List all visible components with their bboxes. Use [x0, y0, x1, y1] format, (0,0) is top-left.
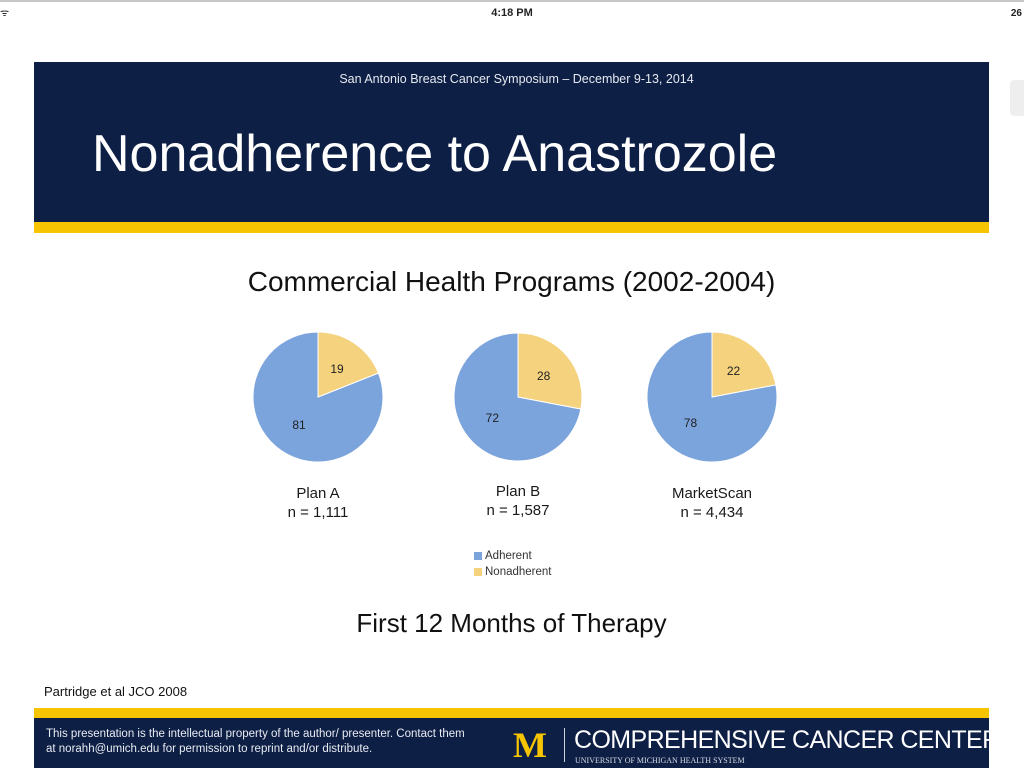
citation: Partridge et al JCO 2008 — [44, 684, 188, 699]
michigan-m-logo-icon: M — [513, 728, 547, 760]
pie-marketscan: 78 22 — [646, 331, 778, 463]
legend-item-nonadherent: Nonadherent — [474, 564, 552, 580]
chart-title: Commercial Health Programs (2002-2004) — [247, 266, 776, 297]
legend-label: Adherent — [485, 550, 532, 562]
header-band — [34, 62, 989, 222]
footer-band: This presentation is the intellectual pr… — [34, 718, 989, 768]
pie-plan-a: 81 19 — [252, 331, 384, 463]
legend-swatch-adherent — [474, 552, 482, 560]
cancer-center-name: COMPREHENSIVE CANCER CENTER — [574, 726, 989, 754]
status-bar: ᯤ 4:18 PM 26 — [0, 0, 1024, 24]
pie-name: MarketScan — [671, 485, 753, 502]
pie-name: Plan A — [296, 485, 340, 502]
pie-slice-nonadherent — [711, 331, 777, 398]
legend-swatch-nonadherent — [474, 568, 482, 576]
pie-value-label-nonadherent: 28 — [537, 369, 551, 383]
symposium-caption: San Antonio Breast Cancer Symposium – De… — [339, 72, 694, 86]
pie-n: n = 1,587 — [486, 502, 550, 519]
pie-n: n = 1,111 — [287, 504, 349, 521]
therapy-footnote: First 12 Months of Therapy — [356, 608, 667, 638]
pie-label-marketscan: MarketScan n = 4,434 — [632, 484, 792, 522]
pie-value-label-adherent: 72 — [486, 411, 500, 425]
legend-label: Nonadherent — [485, 566, 552, 578]
pie-name: Plan B — [495, 483, 541, 500]
status-time: 4:18 PM — [491, 7, 533, 19]
pie-value-label-adherent: 81 — [292, 418, 306, 432]
pie-slice-nonadherent — [317, 331, 380, 398]
pie-slice-nonadherent — [517, 332, 583, 410]
footer-gold-stripe — [34, 708, 989, 718]
wifi-icon: ᯤ — [0, 8, 10, 19]
pie-label-plan-b: Plan B n = 1,587 — [438, 482, 598, 520]
pie-n: n = 4,434 — [680, 504, 744, 521]
battery-percent: 26 — [1010, 8, 1022, 19]
pie-label-plan-a: Plan A n = 1,111 — [238, 484, 398, 522]
pie-value-label-nonadherent: 22 — [727, 364, 741, 378]
pie-value-label-nonadherent: 19 — [330, 362, 344, 376]
cancer-center-subtitle: UNIVERSITY OF MICHIGAN HEALTH SYSTEM — [575, 756, 745, 765]
pie-slice-adherent — [453, 332, 582, 462]
pie-plan-b: 72 28 — [453, 332, 583, 462]
pie-slice-adherent — [646, 331, 778, 463]
slide-title: Nonadherence to Anastrozole — [92, 125, 778, 183]
header-gold-stripe — [34, 222, 989, 233]
pie-value-label-adherent: 78 — [684, 416, 698, 430]
logo-letter: M — [513, 728, 547, 760]
next-slide-thumbnail[interactable] — [1010, 80, 1024, 116]
chart-legend: Adherent Nonadherent — [474, 548, 552, 580]
footer-divider — [564, 728, 565, 762]
footer-disclaimer: This presentation is the intellectual pr… — [46, 728, 465, 755]
legend-item-adherent: Adherent — [474, 548, 552, 564]
